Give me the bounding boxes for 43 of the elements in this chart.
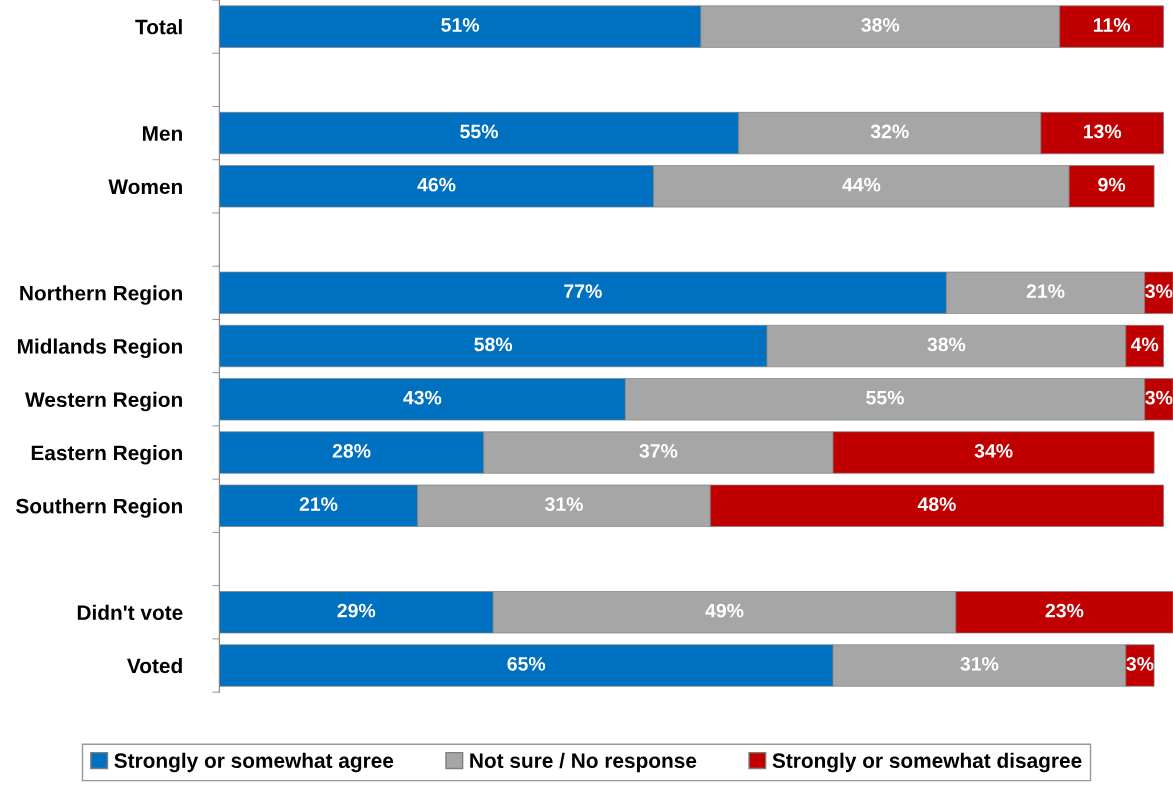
data-label: 4% <box>1130 337 1159 352</box>
data-label: 38% <box>927 337 966 352</box>
legend-label: Not sure / No response <box>470 752 697 773</box>
data-label: 48% <box>917 497 956 511</box>
data-label: 37% <box>639 443 678 458</box>
data-label: 51% <box>441 18 480 32</box>
data-label: 55% <box>460 124 498 139</box>
data-label: 34% <box>974 443 1013 458</box>
y-tick-label: Midlands Region <box>17 338 182 359</box>
data-label: 31% <box>544 497 583 512</box>
data-label: 3% <box>1145 284 1173 299</box>
y-tick-label: Men <box>142 126 182 141</box>
data-label: 55% <box>866 390 904 405</box>
data-label: 31% <box>960 656 999 671</box>
data-label: 44% <box>842 177 881 192</box>
y-tick-label: Southern Region <box>16 498 182 518</box>
data-label: 21% <box>299 497 338 511</box>
y-tick-label: Voted <box>127 657 182 674</box>
data-label: 9% <box>1098 177 1126 192</box>
y-tick-label: Total <box>135 19 182 35</box>
data-label: 13% <box>1083 124 1122 139</box>
data-label: 28% <box>332 443 371 458</box>
data-label: 21% <box>1026 284 1065 298</box>
data-label: 65% <box>507 656 546 671</box>
y-tick-label: Western Region <box>25 391 182 412</box>
data-label: 43% <box>403 390 442 405</box>
data-label: 49% <box>705 603 744 618</box>
y-tick-label: Eastern Region <box>31 444 182 465</box>
data-label: 11% <box>1093 18 1131 32</box>
data-label: 23% <box>1045 603 1084 618</box>
legend-label: Strongly or somewhat agree <box>114 752 394 773</box>
data-label: 29% <box>337 603 376 618</box>
data-label: 77% <box>564 284 602 298</box>
data-label: 58% <box>474 337 513 352</box>
legend-label: Strongly or somewhat disagree <box>772 752 1082 773</box>
y-tick-label: Northern Region <box>20 285 182 305</box>
data-label: 32% <box>870 124 909 139</box>
data-label: 38% <box>861 18 900 32</box>
data-label: 3% <box>1145 390 1173 405</box>
y-tick-label: Women <box>108 179 182 195</box>
data-label: 3% <box>1126 656 1154 671</box>
y-tick-label: Didn't vote <box>77 604 183 621</box>
data-label: 46% <box>417 177 456 192</box>
